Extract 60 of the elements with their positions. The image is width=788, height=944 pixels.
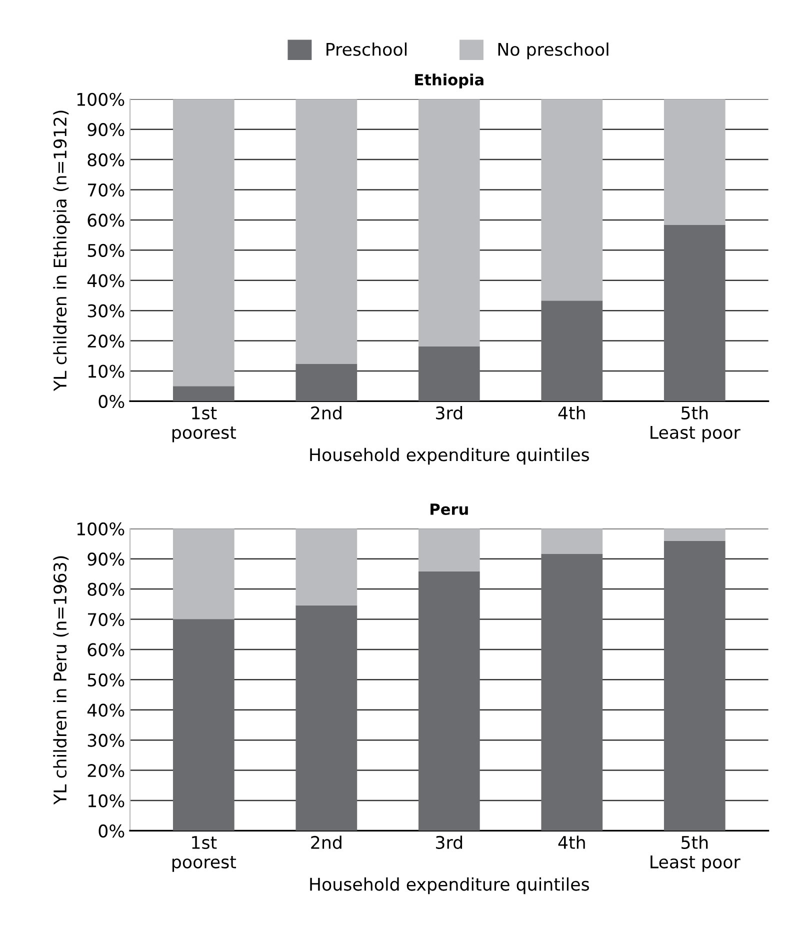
bar [664,528,726,542]
bar [418,99,480,347]
y-tick-label: 20% [88,764,124,778]
x-tick-label: 1st poorest [172,836,236,872]
x-tick-label: 4th [558,406,585,420]
y-tick-label: 100% [77,92,124,106]
x-tick-label: 4th [558,836,585,849]
y-tick-label: 70% [88,183,124,197]
bar [418,528,480,572]
y-tick-label: 50% [88,244,124,258]
x-axis-title: Household expenditure quintiles [310,877,589,894]
y-tick-label: 0% [98,824,124,838]
bar [541,528,603,554]
y-tick-label: 40% [87,274,124,288]
bar [541,99,603,301]
y-tick-label: 40% [87,704,124,717]
bar [296,528,358,606]
bar [172,99,234,386]
bar [418,346,480,402]
bar [296,364,358,402]
bar [172,386,234,402]
y-tick-label: 30% [88,304,124,318]
bar [664,224,726,402]
y-tick-label: 10% [88,364,124,378]
legend-label: No preschool [498,42,608,60]
y-axis-title: YL children in Peru (n=1963) [53,556,69,805]
y-tick-label: 100% [77,522,124,536]
x-tick-label: 5th Least poor [650,406,740,442]
y-axis-title: YL children in Ethiopia (n=1912) [53,110,70,392]
bar [664,99,726,225]
y-tick-label: 60% [88,643,124,656]
bar [172,528,234,620]
bar [296,99,358,364]
y-tick-label: 80% [88,153,124,166]
chart-title: Peru [430,504,468,515]
chart-title: Ethiopia [415,74,484,88]
bar [296,605,358,831]
bar [418,572,480,831]
y-tick-label: 80% [88,582,124,596]
x-tick-label: 3rd [436,406,462,420]
bar [541,300,603,402]
y-tick-label: 10% [88,794,124,808]
y-tick-label: 30% [88,734,124,747]
y-tick-label: 70% [88,612,124,626]
y-tick-label: 0% [98,394,124,408]
x-tick-label: 1st poorest [172,406,236,442]
x-axis-title: Household expenditure quintiles [310,448,589,465]
x-tick-label: 3rd [436,836,462,850]
bar [664,541,726,831]
y-tick-label: 50% [88,673,124,687]
y-tick-label: 90% [88,552,124,566]
y-tick-label: 20% [88,334,124,348]
y-tick-label: 90% [88,123,124,136]
x-tick-label: 2nd [311,406,342,420]
legend-label: Preschool [326,42,406,56]
x-tick-label: 2nd [311,836,342,850]
bar [541,554,603,831]
bar [172,619,234,831]
y-tick-label: 60% [88,214,124,227]
x-tick-label: 5th Least poor [650,836,740,872]
